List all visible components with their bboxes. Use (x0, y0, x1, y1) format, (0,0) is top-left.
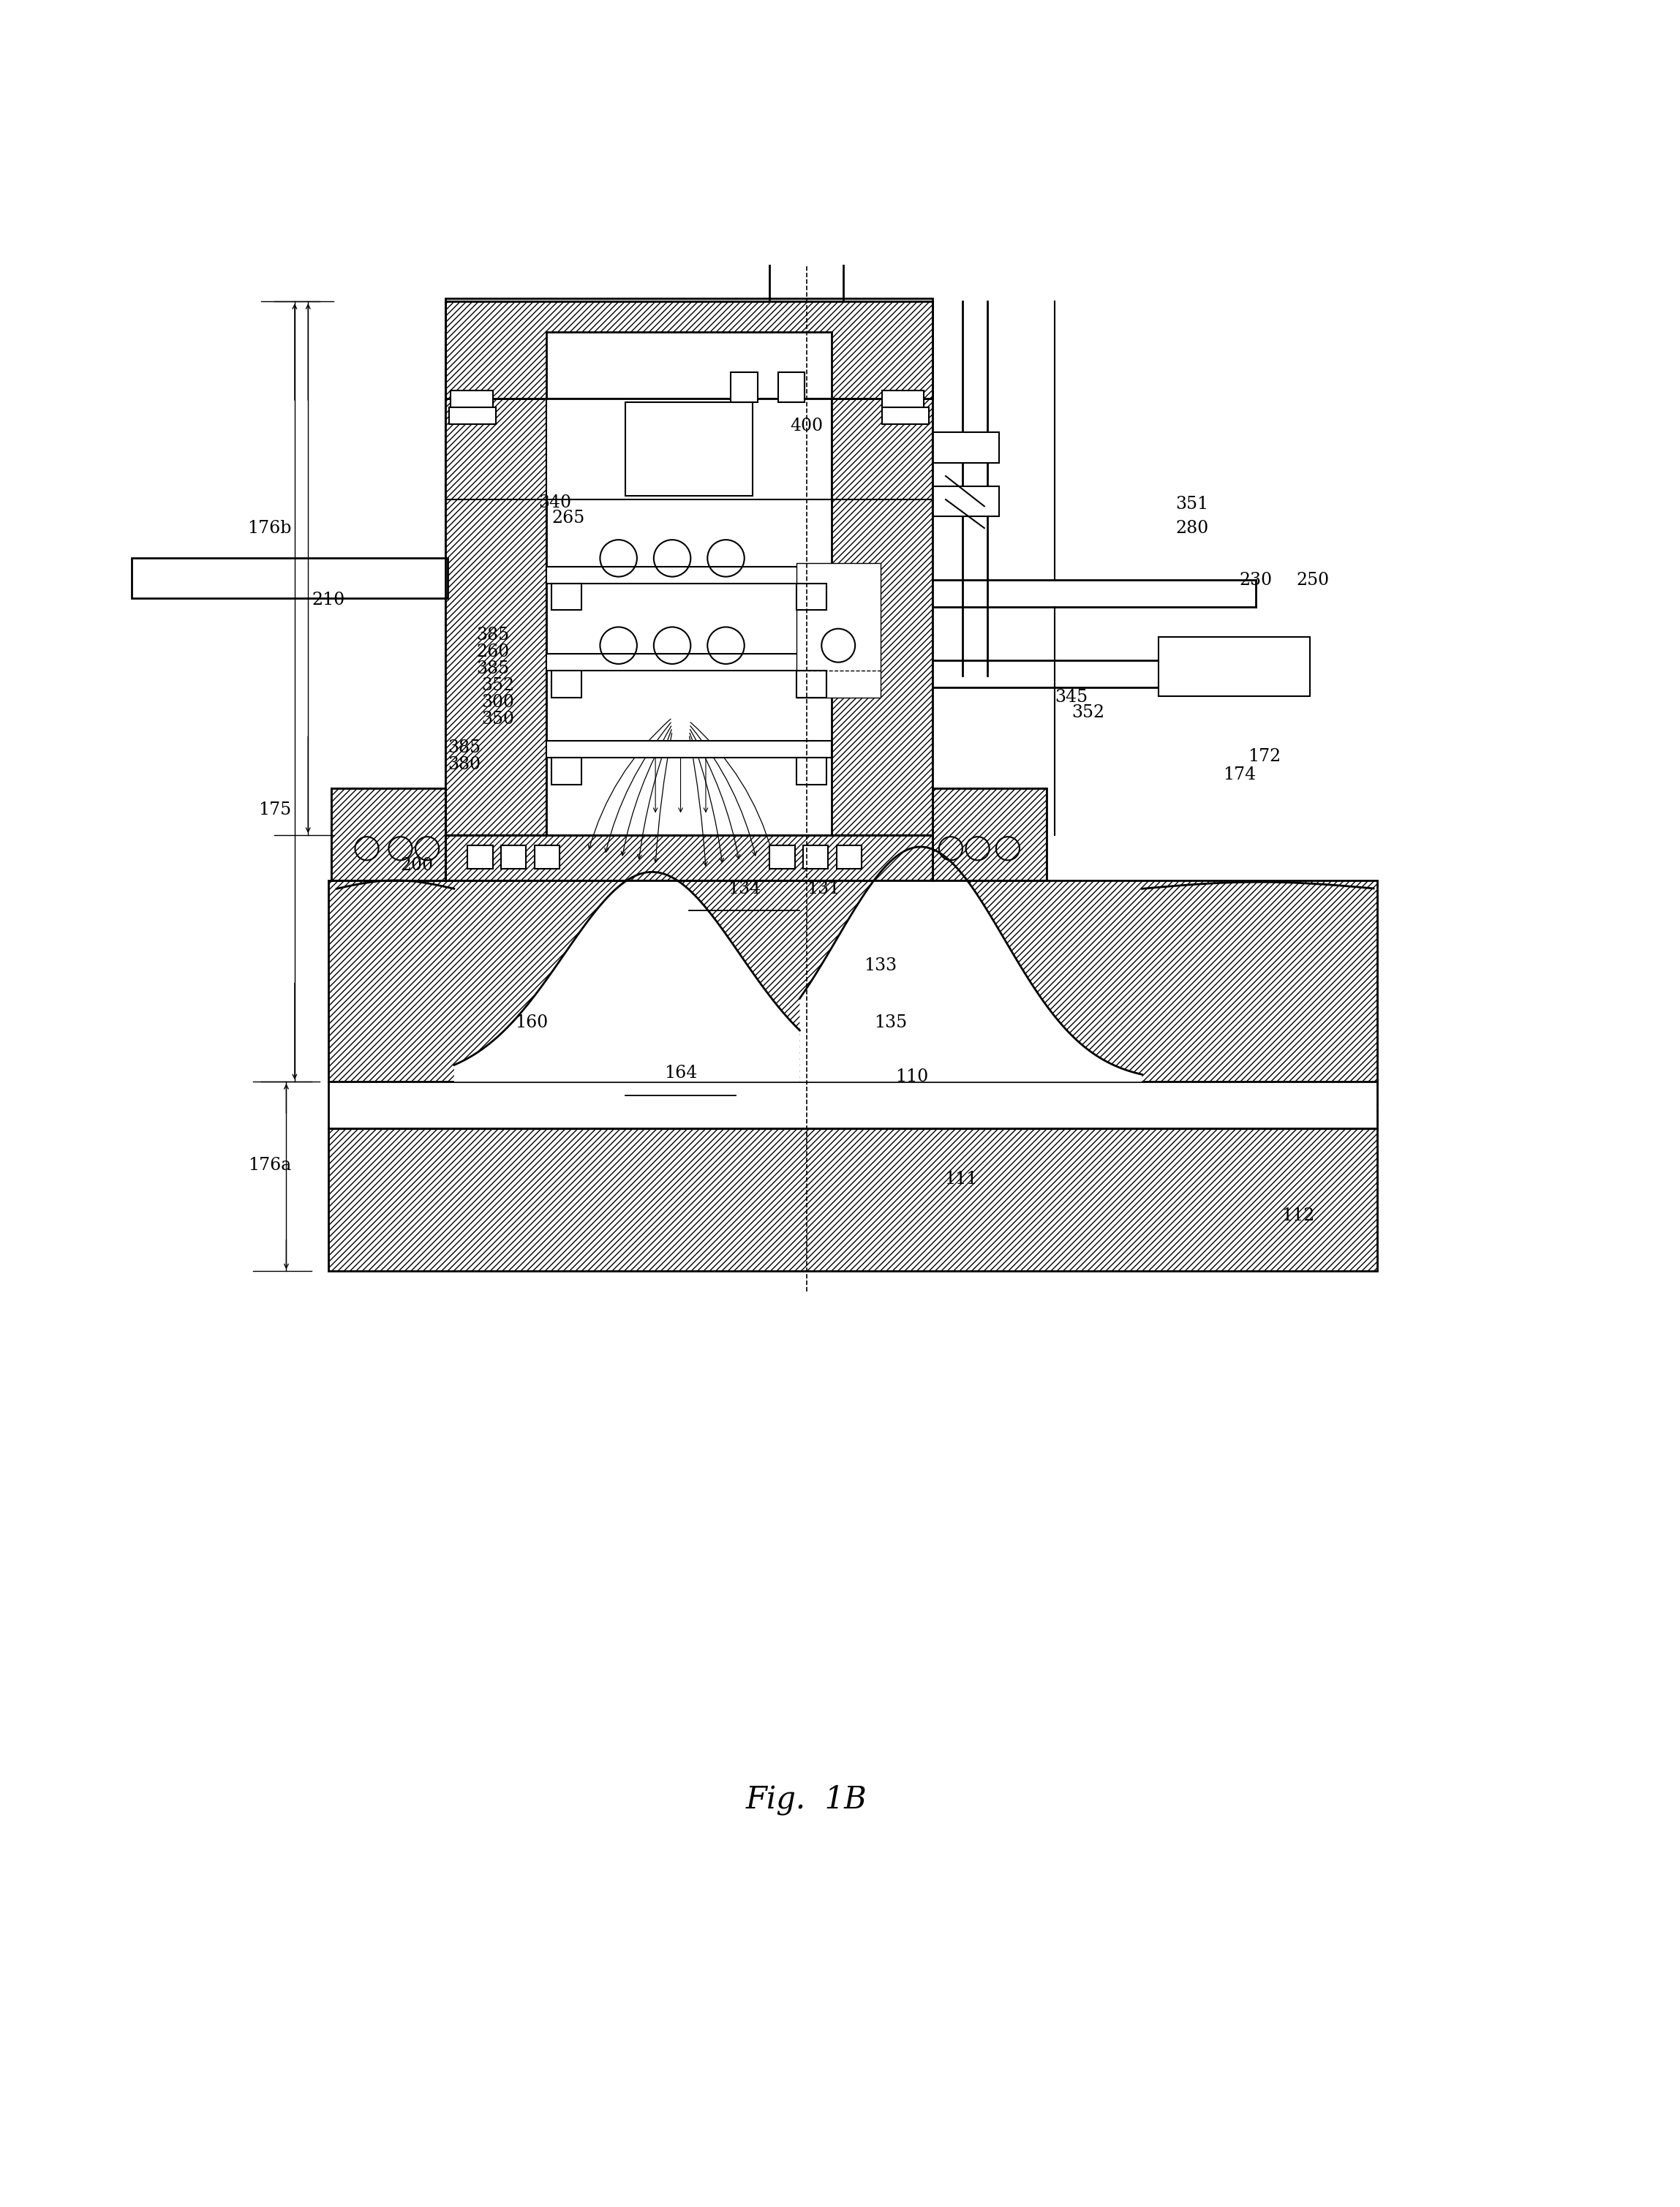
Text: 111: 111 (944, 1170, 978, 1187)
Text: 160: 160 (514, 1015, 548, 1031)
Text: 250: 250 (1297, 572, 1329, 589)
Bar (445, 834, 932, 881)
Bar (551, 583, 581, 611)
Bar (625, 402, 753, 497)
Bar (1159, 638, 1310, 695)
Bar (534, 845, 559, 870)
Bar (450, 391, 492, 408)
Bar (328, 1081, 1378, 1128)
Text: 164: 164 (664, 1066, 697, 1081)
Text: Fig.  1B: Fig. 1B (746, 1785, 867, 1814)
Bar (328, 881, 1378, 1081)
Polygon shape (800, 847, 1142, 1081)
Text: 265: 265 (551, 510, 585, 527)
Bar (546, 331, 832, 834)
Text: 385: 385 (475, 627, 509, 644)
Bar (331, 788, 445, 881)
Bar (832, 331, 932, 834)
Text: 350: 350 (480, 711, 514, 728)
Text: 131: 131 (806, 881, 840, 898)
Text: 210: 210 (312, 591, 344, 609)
Bar (328, 1128, 1378, 1271)
Bar (445, 834, 932, 881)
Bar (551, 757, 581, 786)
Bar (445, 302, 932, 399)
Bar (882, 391, 924, 408)
Bar (769, 845, 795, 870)
Bar (546, 653, 832, 671)
Bar (445, 331, 546, 834)
Text: 345: 345 (1055, 689, 1089, 706)
Bar (932, 486, 1000, 516)
Text: 400: 400 (790, 417, 823, 435)
Text: 135: 135 (874, 1015, 907, 1031)
Text: 260: 260 (475, 644, 509, 660)
Bar (796, 563, 880, 697)
Text: 300: 300 (480, 695, 514, 711)
Bar (796, 671, 827, 697)
Bar (837, 845, 862, 870)
Bar (731, 373, 758, 402)
Bar (778, 373, 805, 402)
Bar (467, 845, 492, 870)
Bar (796, 757, 827, 786)
Bar (331, 788, 445, 881)
Text: 352: 352 (1072, 704, 1105, 722)
Bar (501, 845, 526, 870)
Text: 340: 340 (538, 494, 571, 512)
Bar (546, 567, 832, 583)
Bar (551, 671, 581, 697)
Text: 380: 380 (447, 757, 480, 772)
Text: 230: 230 (1240, 572, 1273, 589)
Bar (932, 788, 1047, 881)
Text: 385: 385 (447, 739, 480, 757)
Bar (882, 408, 929, 424)
Text: 134: 134 (727, 881, 761, 898)
Text: 280: 280 (1176, 519, 1210, 536)
Text: 351: 351 (1176, 497, 1210, 512)
Bar (133, 558, 447, 598)
Bar (546, 742, 832, 757)
Bar (445, 298, 932, 834)
Polygon shape (454, 872, 800, 1081)
Bar (445, 302, 932, 399)
Text: 172: 172 (1248, 748, 1282, 764)
Bar (803, 845, 828, 870)
Bar (932, 433, 1000, 463)
Text: 110: 110 (895, 1068, 929, 1086)
Text: 175: 175 (259, 801, 291, 819)
Bar (449, 408, 496, 424)
Text: 385: 385 (475, 660, 509, 678)
Text: 176a: 176a (249, 1156, 291, 1174)
Text: 133: 133 (864, 958, 897, 973)
Bar (796, 583, 827, 611)
Bar (932, 788, 1047, 881)
Bar (445, 399, 546, 499)
Bar (546, 399, 832, 499)
Text: 176b: 176b (247, 519, 292, 536)
Text: 352: 352 (480, 678, 514, 695)
Text: 112: 112 (1282, 1207, 1315, 1225)
Text: 174: 174 (1223, 766, 1257, 783)
Bar (832, 399, 932, 499)
Text: 200: 200 (400, 856, 433, 874)
